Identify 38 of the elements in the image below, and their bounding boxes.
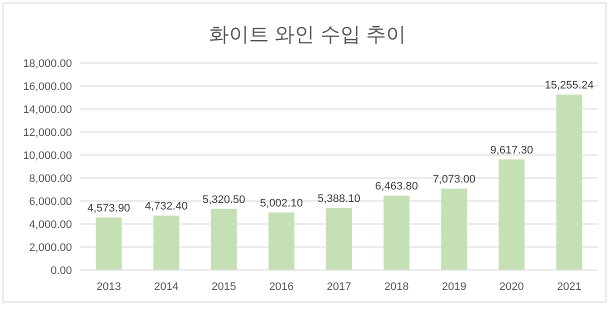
x-tick-label: 2020	[499, 281, 524, 293]
bar	[441, 188, 468, 270]
x-tick-label: 2016	[269, 281, 294, 293]
bar	[556, 94, 582, 270]
y-tick-label: 8,000.00	[29, 173, 72, 185]
x-tick-label: 2019	[442, 281, 466, 293]
data-label: 7,073.00	[432, 174, 476, 186]
data-label: 6,463.80	[375, 180, 418, 193]
chart-title: 화이트 와인 수입 추이	[209, 24, 406, 46]
bar	[153, 216, 180, 270]
y-tick-label: 2,000.00	[29, 242, 72, 254]
data-label: 9,617.30	[490, 144, 534, 156]
y-tick-label: 16,000.00	[23, 81, 72, 93]
data-label: 5,002.10	[260, 197, 303, 210]
y-tick-label: 6,000.00	[29, 196, 72, 208]
data-label: 5,388.10	[318, 193, 360, 206]
y-tick-label: 0.00	[50, 265, 72, 277]
y-tick-label: 14,000.00	[23, 104, 72, 116]
y-tick-label: 10,000.00	[23, 150, 72, 162]
bar	[498, 159, 525, 270]
x-tick-label: 2018	[384, 281, 409, 293]
x-tick-label: 2015	[212, 281, 236, 293]
y-tick-label: 4,000.00	[29, 219, 72, 231]
bar	[384, 196, 410, 270]
x-tick-label: 2017	[326, 281, 352, 293]
data-label: 4,732.40	[144, 200, 188, 213]
bar	[268, 212, 294, 270]
x-tick-label: 2014	[154, 281, 179, 293]
data-label: 15,255.24	[544, 80, 594, 92]
x-tick-label: 2021	[556, 281, 582, 293]
bar	[210, 208, 237, 270]
y-tick-label: 18,000.00	[23, 58, 72, 70]
bar	[326, 208, 352, 270]
bar	[96, 217, 122, 270]
data-label: 4,573.90	[87, 202, 130, 214]
y-tick-label: 12,000.00	[23, 127, 72, 139]
x-tick-label: 2013	[96, 281, 122, 293]
data-label: 5,320.50	[202, 194, 246, 206]
